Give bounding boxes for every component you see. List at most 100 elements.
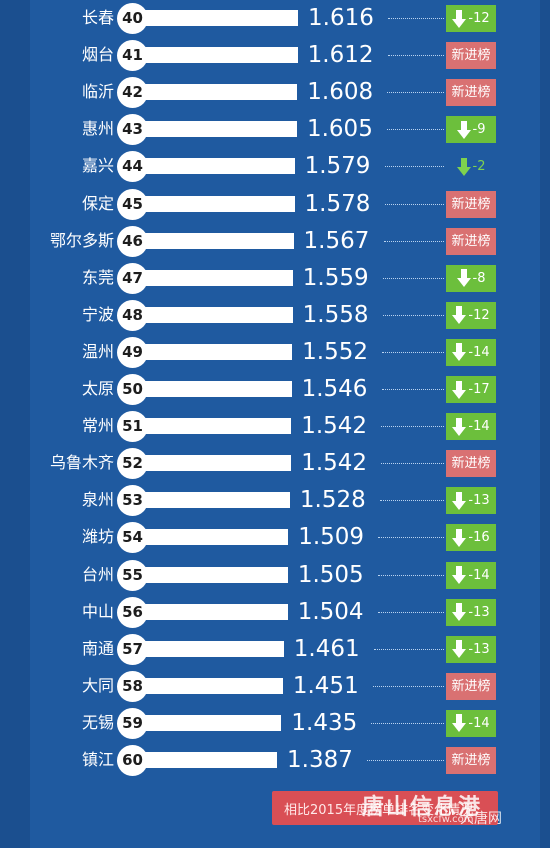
city-name: 温州	[81, 341, 114, 361]
city-name: 南通	[81, 638, 114, 658]
new-entry-badge: 新进榜	[446, 450, 496, 478]
new-entry-label: 新进榜	[451, 456, 491, 472]
leader-dots	[373, 648, 444, 650]
ranking-row: 南通 57 1.461 -13	[0, 631, 550, 668]
value-bar	[140, 752, 277, 768]
rank-badge: 40	[117, 3, 148, 34]
value-label: 1.387	[287, 747, 353, 773]
value-label: 1.546	[301, 376, 368, 402]
rank-badge: 41	[117, 40, 148, 72]
down-arrow-icon	[456, 157, 471, 176]
down-arrow-icon	[452, 566, 467, 584]
value-bar	[140, 306, 293, 323]
change-value: -16	[468, 530, 490, 546]
value-bar	[140, 269, 293, 286]
rank-badge: 46	[117, 225, 148, 257]
leader-dots	[377, 611, 444, 613]
rank-badge: 42	[117, 77, 148, 109]
city-name: 烟台	[81, 45, 114, 65]
leader-dots	[379, 500, 444, 502]
left-edge-strip	[0, 0, 30, 848]
change-value: -13	[468, 641, 490, 657]
change-value: -12	[468, 307, 490, 323]
rank-change-badge: -12	[446, 301, 496, 329]
value-bar	[140, 158, 295, 175]
leader-dots	[386, 129, 444, 131]
city-name: 临沂	[81, 82, 114, 102]
leader-dots	[371, 722, 444, 724]
ranking-row: 鄂尔多斯 46 1.567 新进榜	[0, 223, 550, 260]
value-label: 1.616	[308, 5, 374, 31]
rank-change-badge: -17	[446, 376, 496, 403]
down-arrow-icon	[456, 269, 471, 288]
rank-badge: 44	[117, 151, 148, 183]
rank-change-badge: -14	[446, 338, 496, 366]
rank-badge: 57	[117, 633, 148, 665]
city-name: 泉州	[81, 490, 114, 510]
down-arrow-icon	[452, 603, 467, 622]
value-bar	[140, 343, 293, 360]
ranking-row: 中山 56 1.504 -13	[0, 594, 550, 631]
value-label: 1.509	[298, 524, 365, 551]
city-name: 东莞	[81, 267, 114, 287]
value-bar	[140, 529, 289, 546]
change-value: -14	[468, 419, 490, 435]
rank-badge: 47	[117, 262, 148, 294]
city-name: 保定	[81, 193, 114, 213]
rank-change-badge: -14	[446, 561, 496, 589]
rank-change-badge: -16	[446, 524, 496, 552]
ranking-row: 台州 55 1.505 -14	[0, 557, 550, 594]
ranking-row: 宁波 48 1.558 -12	[0, 297, 550, 334]
city-name: 宁波	[81, 304, 114, 324]
value-label: 1.558	[302, 301, 369, 328]
leader-dots	[381, 463, 444, 465]
value-bar	[140, 714, 282, 731]
rank-change-badge: -13	[446, 487, 496, 515]
ranking-row: 东莞 47 1.559 -8	[0, 260, 550, 297]
value-bar	[140, 195, 295, 212]
rank-badge: 54	[117, 522, 148, 554]
change-value: -17	[468, 382, 490, 397]
down-arrow-icon	[452, 9, 467, 28]
new-entry-badge: 新进榜	[446, 227, 496, 255]
change-value: -13	[468, 493, 490, 509]
ranking-row: 镇江 60 1.387 新进榜	[0, 742, 550, 779]
value-bar	[140, 418, 292, 435]
value-bar	[140, 84, 298, 101]
ranking-row: 温州 49 1.552 -14	[0, 334, 550, 371]
value-label: 1.528	[299, 487, 366, 514]
value-label: 1.451	[292, 672, 359, 699]
city-name: 无锡	[81, 712, 114, 732]
leader-dots	[377, 574, 444, 576]
change-value: -14	[468, 715, 490, 731]
new-entry-badge: 新进榜	[446, 672, 496, 700]
value-bar	[140, 603, 288, 620]
ranking-row: 太原 50 1.546 -17	[0, 371, 550, 408]
value-label: 1.578	[304, 190, 371, 217]
down-arrow-icon	[452, 491, 467, 510]
value-bar	[140, 492, 290, 509]
new-entry-badge: 新进榜	[446, 747, 496, 774]
rank-change-badge: -14	[446, 413, 496, 441]
ranking-row: 乌鲁木齐 52 1.542 新进榜	[0, 445, 550, 482]
new-entry-badge: 新进榜	[446, 79, 496, 107]
rank-badge: 60	[117, 745, 148, 776]
value-label: 1.608	[307, 79, 374, 106]
rank-badge: 53	[117, 485, 148, 517]
leader-dots	[383, 240, 444, 242]
value-label: 1.505	[297, 561, 364, 588]
ranking-row: 烟台 41 1.612 新进榜	[0, 37, 550, 74]
change-value: -14	[468, 344, 490, 360]
city-name: 镇江	[81, 750, 114, 769]
new-entry-badge: 新进榜	[446, 190, 496, 218]
city-name: 鄂尔多斯	[49, 230, 114, 250]
value-label: 1.567	[303, 227, 370, 254]
leader-dots	[387, 92, 444, 94]
new-entry-label: 新进榜	[451, 196, 491, 212]
rank-badge: 55	[117, 559, 148, 591]
value-label: 1.579	[304, 153, 371, 180]
city-name: 太原	[81, 379, 114, 398]
leader-dots	[378, 537, 444, 539]
leader-dots	[382, 314, 444, 316]
